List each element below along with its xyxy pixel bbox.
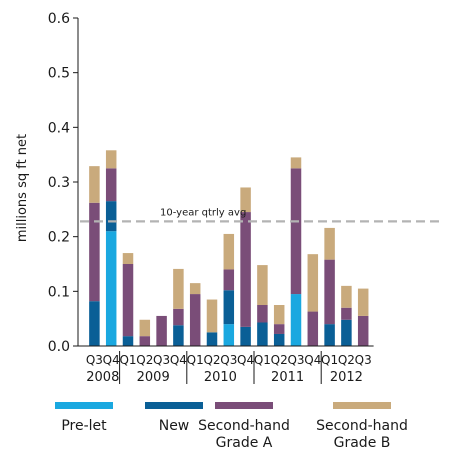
x-tick-label: Q3	[220, 353, 237, 367]
x-tick-label: Q3	[355, 353, 372, 367]
x-tick-label: Q4	[170, 353, 187, 367]
year-label: 2012	[330, 370, 363, 385]
bar-segment	[223, 269, 235, 291]
x-tick-label: Q2	[203, 353, 220, 367]
bar-segment	[257, 322, 268, 346]
bar-segment	[223, 290, 235, 325]
legend-label-line2: Grade B	[334, 435, 391, 451]
bar-segment	[324, 324, 335, 346]
bar-segment	[223, 324, 235, 346]
y-tick-label: 0.5	[48, 66, 70, 82]
y-tick-label: 0.1	[48, 284, 70, 300]
bar-segment	[206, 299, 218, 333]
bar-segment	[341, 307, 352, 320]
year-label: 2009	[137, 370, 170, 385]
y-tick-label: 0.0	[48, 339, 70, 355]
bar-segment	[122, 253, 134, 264]
bar-segment	[257, 305, 268, 323]
bar-segment	[105, 201, 117, 232]
y-axis: 0.0 0.1 0.2 0.3 0.4 0.5 0.6	[48, 11, 79, 355]
bar-segment	[173, 325, 184, 346]
bar-segment	[139, 336, 151, 346]
average-line-group: 10-year qtrly avg	[80, 207, 440, 223]
legend-label: New	[159, 418, 190, 434]
year-label: 2011	[271, 370, 304, 385]
bar-segment	[273, 305, 285, 325]
bar-segment	[189, 294, 201, 346]
y-axis-label: millions sq ft net	[15, 134, 30, 242]
bar-segment	[240, 212, 251, 327]
bar-segment	[307, 311, 319, 346]
bar-segment	[290, 294, 302, 346]
bar-segment	[89, 301, 100, 346]
year-label: 2010	[204, 370, 237, 385]
bar-segment	[189, 283, 201, 295]
legend-swatch	[333, 402, 391, 409]
y-tick-label: 0.2	[48, 230, 70, 246]
x-tick-label: Q4	[103, 353, 120, 367]
x-tick-label: Q2	[136, 353, 153, 367]
x-tick-label: Q1	[254, 353, 271, 367]
bar-segment	[105, 168, 117, 202]
legend-swatch	[55, 402, 113, 409]
x-tick-label: Q2	[271, 353, 288, 367]
bar-segment	[206, 332, 218, 346]
bar-segment	[324, 227, 335, 260]
bar-segment	[341, 319, 352, 346]
y-tick-label: 0.4	[48, 120, 70, 136]
bar-segment	[89, 166, 100, 203]
bar-segment	[122, 264, 134, 337]
bar-segment	[240, 326, 251, 346]
x-tick-label: Q3	[86, 353, 103, 367]
legend-label-line2: Grade A	[216, 435, 273, 451]
x-tick-label: Q4	[304, 353, 321, 367]
bar-segment	[139, 319, 151, 337]
x-tick-label: Q1	[187, 353, 204, 367]
legend-swatch	[215, 402, 273, 409]
bar-segment	[307, 254, 319, 312]
bar-segment	[357, 288, 369, 316]
bar-segment	[257, 265, 268, 305]
bar-segment	[357, 315, 369, 346]
bar-segment	[273, 324, 285, 334]
bar-segment	[341, 285, 352, 308]
y-tick-label: 0.6	[48, 11, 70, 27]
x-tick-label: Q1	[321, 353, 338, 367]
bar-segment	[156, 315, 167, 346]
x-tick-label: Q4	[237, 353, 254, 367]
legend-label: Second-hand	[198, 418, 290, 434]
bar-segment	[290, 157, 302, 169]
average-line-label: 10-year qtrly avg	[160, 207, 246, 218]
bar-segment	[105, 150, 117, 169]
bars	[89, 150, 369, 346]
bar-segment	[122, 336, 134, 346]
legend-label: Second-hand	[316, 418, 408, 434]
bar-segment	[173, 268, 184, 309]
x-tick-label: Q3	[153, 353, 170, 367]
x-tick-label: Q2	[338, 353, 355, 367]
year-label: 2008	[86, 370, 119, 385]
bar-segment	[223, 233, 235, 270]
bar-segment	[324, 259, 335, 325]
bar-segment	[173, 308, 184, 326]
x-tick-label: Q3	[287, 353, 304, 367]
bar-segment	[240, 187, 251, 213]
bar-segment	[105, 231, 117, 346]
bar-segment	[273, 333, 285, 346]
legend-label: Pre-let	[61, 418, 107, 434]
bar-segment	[290, 168, 302, 295]
x-tick-label: Q1	[119, 353, 136, 367]
bar-segment	[89, 202, 100, 302]
legend-swatch	[145, 402, 203, 409]
y-tick-label: 0.3	[48, 175, 70, 191]
